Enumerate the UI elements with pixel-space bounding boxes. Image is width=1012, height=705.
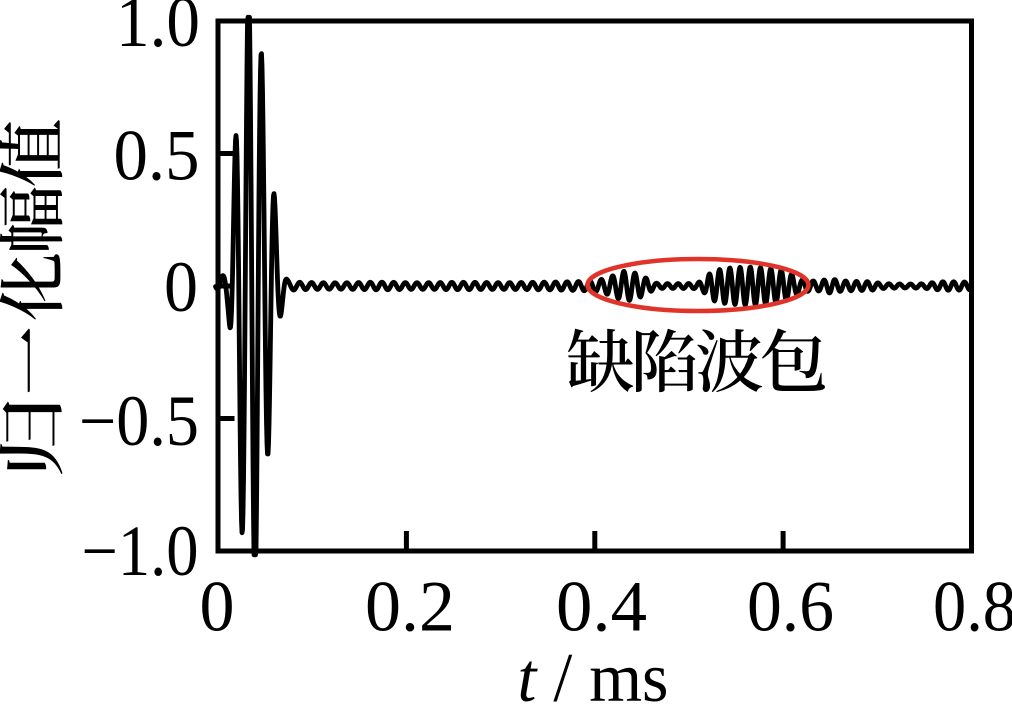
svg-text:t / ms: t / ms xyxy=(518,640,669,705)
svg-text:0.4: 0.4 xyxy=(556,567,647,647)
svg-text:−0.5: −0.5 xyxy=(79,381,199,461)
svg-text:0.2: 0.2 xyxy=(365,567,455,647)
svg-text:0.6: 0.6 xyxy=(747,567,834,647)
svg-text:0.5: 0.5 xyxy=(114,115,200,195)
svg-text:1.0: 1.0 xyxy=(116,0,200,62)
svg-text:0.8: 0.8 xyxy=(933,567,1012,647)
svg-text:0: 0 xyxy=(200,567,235,647)
svg-text:−1.0: −1.0 xyxy=(82,511,199,591)
svg-text:0: 0 xyxy=(164,247,198,327)
